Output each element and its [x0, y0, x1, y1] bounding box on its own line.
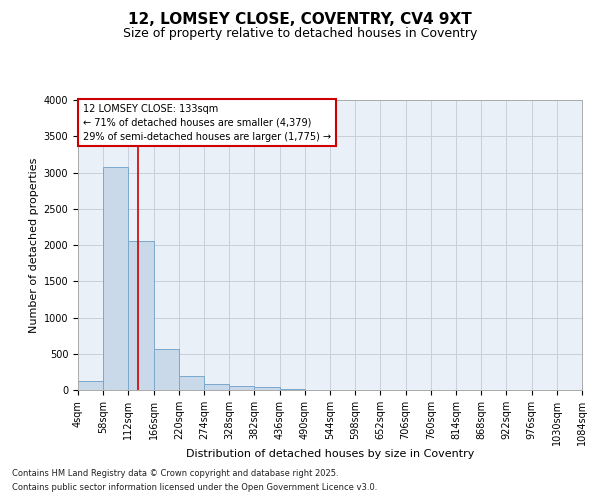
- Bar: [128, 240, 154, 390]
- Text: 12 LOMSEY CLOSE: 133sqm
← 71% of detached houses are smaller (4,379)
29% of semi: 12 LOMSEY CLOSE: 133sqm ← 71% of detache…: [83, 104, 331, 142]
- Text: 12, LOMSEY CLOSE, COVENTRY, CV4 9XT: 12, LOMSEY CLOSE, COVENTRY, CV4 9XT: [128, 12, 472, 28]
- Bar: [204, 384, 229, 390]
- Text: Contains public sector information licensed under the Open Government Licence v3: Contains public sector information licen…: [12, 484, 377, 492]
- Bar: [103, 166, 128, 390]
- X-axis label: Distribution of detached houses by size in Coventry: Distribution of detached houses by size …: [186, 449, 474, 459]
- Y-axis label: Number of detached properties: Number of detached properties: [29, 158, 40, 332]
- Bar: [229, 386, 254, 390]
- Bar: [78, 380, 103, 390]
- Bar: [179, 376, 204, 390]
- Text: Contains HM Land Registry data © Crown copyright and database right 2025.: Contains HM Land Registry data © Crown c…: [12, 468, 338, 477]
- Bar: [254, 388, 280, 390]
- Text: Size of property relative to detached houses in Coventry: Size of property relative to detached ho…: [123, 28, 477, 40]
- Bar: [154, 348, 179, 390]
